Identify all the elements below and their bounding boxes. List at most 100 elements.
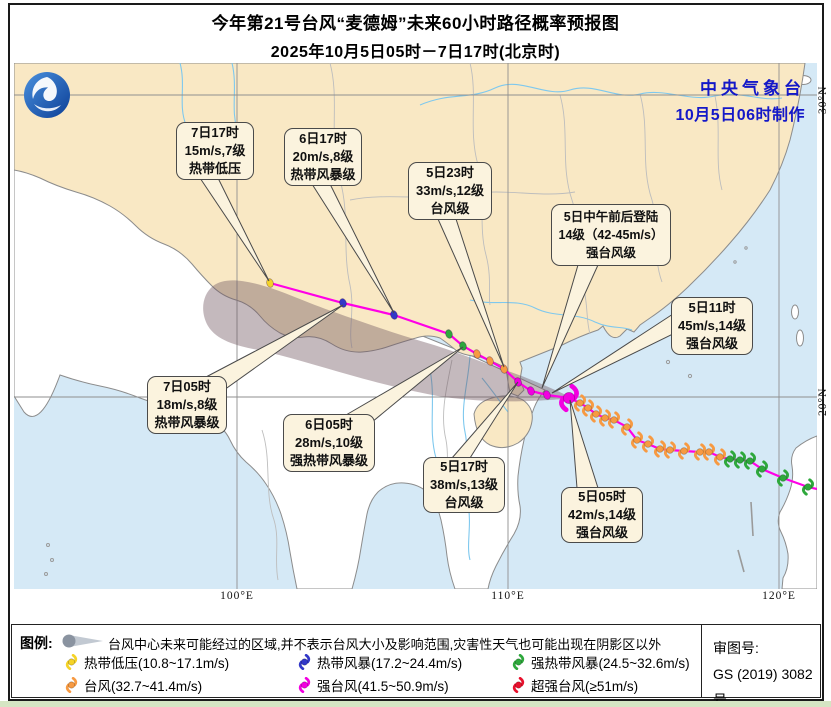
legend-item-ty: 台风(32.7~41.4m/s) xyxy=(64,675,202,695)
current-position xyxy=(559,383,579,413)
td-marker-icon xyxy=(65,654,78,670)
observed-point xyxy=(641,435,655,453)
observed-point xyxy=(663,441,677,459)
legend-item-suty: 超强台风(≥51m/s) xyxy=(511,675,638,695)
callout-fcst-7d05: 7日05时 18m/s,8级 热带风暴级 xyxy=(147,376,227,434)
suty-glyph xyxy=(512,677,525,693)
page-subtitle: 2025年10月5日05时－7日17时(北京时) xyxy=(270,44,561,61)
observed-point xyxy=(653,440,667,458)
sts-glyph xyxy=(512,654,525,670)
sea-dashes xyxy=(737,501,754,573)
callout-line: 20m/s,8级 xyxy=(292,149,354,164)
observed-point xyxy=(630,431,644,449)
legend-item-sts: 强热带风暴(24.5~32.6m/s) xyxy=(511,652,690,672)
callout-fcst-5d11: 5日11时 45m/s,14级 强台风级 xyxy=(671,297,753,355)
legend-item-td: 热带低压(10.8~17.1m/s) xyxy=(64,652,229,672)
approval-label: 审图号: xyxy=(713,640,759,656)
forecast-point xyxy=(473,349,481,359)
legend-item-ts: 热带风暴(17.2~24.4m/s) xyxy=(297,652,462,672)
ts-glyph xyxy=(298,654,311,670)
legend-divider xyxy=(701,625,702,697)
forecast-point xyxy=(445,329,453,339)
callout-fcst-6d17: 6日17时 20m/s,8级 热带风暴级 xyxy=(284,128,362,186)
callout-line: 6日17时 xyxy=(299,131,347,146)
callout-line: 热带风暴级 xyxy=(290,167,356,182)
map-approval-number: 审图号: GS (2019) 3082号 xyxy=(713,635,820,707)
observed-track-markers xyxy=(573,394,815,496)
callout-pointers xyxy=(199,177,674,489)
hainan-island xyxy=(473,395,533,449)
legend-item-label: 热带风暴(17.2~24.4m/s) xyxy=(317,656,463,671)
observed-point xyxy=(581,399,595,417)
callout-line: 38m/s,13级 xyxy=(430,477,498,492)
lat-label-20n: 20°N xyxy=(817,387,829,416)
legend-item-label: 热带低压(10.8~17.1m/s) xyxy=(84,656,230,671)
callout-landfall: 5日中午前后登陆 14级（42-45m/s） 强台风级 xyxy=(551,204,671,266)
callout-line: 强台风级 xyxy=(575,525,628,540)
legend-label: 图例: xyxy=(20,635,53,651)
observed-point xyxy=(598,409,612,427)
sty-marker-icon xyxy=(298,677,311,693)
current-position-marker xyxy=(559,383,579,413)
callout-line: 强热带风暴级 xyxy=(289,453,368,468)
forecast-point xyxy=(486,356,494,366)
callout-line: 7日05时 xyxy=(163,379,211,394)
legend-item-label: 台风(32.7~41.4m/s) xyxy=(84,679,203,694)
cma-logo-icon xyxy=(24,72,70,118)
callout-line: 6日05时 xyxy=(305,417,353,432)
callout-line: 台风级 xyxy=(430,201,470,216)
callout-line: 热带低压 xyxy=(188,161,241,176)
forecast-point xyxy=(266,278,274,288)
callout-line: 42m/s,14级 xyxy=(568,507,636,522)
observed-point xyxy=(573,394,587,412)
legend-item-label: 超强台风(≥51m/s) xyxy=(531,679,639,694)
callout-line: 7日17时 xyxy=(191,125,239,140)
lon-label-110e: 110°E xyxy=(491,590,525,602)
forecast-point xyxy=(339,298,347,308)
title-block: 今年第21号台风“麦德姆”未来60小时路径概率预报图 2025年10月5日05时… xyxy=(0,9,831,62)
callout-line: 强台风级 xyxy=(685,336,738,351)
observed-point xyxy=(801,478,815,496)
observed-point xyxy=(755,460,769,478)
suty-marker-icon xyxy=(512,677,525,693)
forecast-point xyxy=(543,390,551,400)
page-title: 今年第21号台风“麦德姆”未来60小时路径概率预报图 xyxy=(211,14,620,33)
forecast-point xyxy=(527,386,535,396)
callout-fcst-5d23: 5日23时 33m/s,12级 台风级 xyxy=(408,162,492,220)
observed-point xyxy=(693,443,707,461)
callout-fcst-5d17: 5日17时 38m/s,13级 台风级 xyxy=(423,457,505,513)
callout-line: 14级（42-45m/s） xyxy=(558,228,664,242)
sty-glyph xyxy=(298,677,311,693)
lat-label-30n: 30°N xyxy=(817,85,829,114)
td-glyph xyxy=(65,654,78,670)
ts-marker-icon xyxy=(298,654,311,670)
callout-fcst-5d05: 5日05时 42m/s,14级 强台风级 xyxy=(561,487,643,543)
callout-fcst-6d05: 6日05时 28m/s,10级 强热带风暴级 xyxy=(283,414,375,472)
legend-item-label: 强台风(41.5~50.9m/s) xyxy=(317,679,449,694)
callout-line: 热带风暴级 xyxy=(154,415,220,430)
observed-point xyxy=(733,451,747,469)
callout-fcst-7d17: 7日17时 15m/s,7级 热带低压 xyxy=(176,122,254,180)
callout-line: 5日23时 xyxy=(426,165,474,180)
sts-marker-icon xyxy=(512,654,525,670)
observed-point xyxy=(723,450,737,468)
observed-point xyxy=(607,411,621,429)
observed-point xyxy=(702,443,716,461)
track-line xyxy=(568,396,817,491)
agency-name: 中央气象台 xyxy=(700,79,805,98)
agency-issued-time: 10月5日06时制作 xyxy=(675,107,805,124)
callout-line: 5日05时 xyxy=(578,489,626,504)
callout-line: 台风级 xyxy=(444,495,484,510)
callout-line: 15m/s,7级 xyxy=(184,143,246,158)
legend-item-sty: 强台风(41.5~50.9m/s) xyxy=(297,675,449,695)
forecast-probability-cone xyxy=(203,280,572,402)
observed-point xyxy=(776,469,790,487)
cone-icon xyxy=(62,634,103,648)
ty-marker-icon xyxy=(65,677,78,693)
lon-label-120e: 120°E xyxy=(762,590,796,602)
callout-line: 5日11时 xyxy=(688,300,736,315)
cone-description: 台风中心未来可能经过的区域,并不表示台风大小及影响范围,灾害性天气也可能出现在阴… xyxy=(108,637,662,652)
observed-point xyxy=(620,418,634,436)
callout-line: 5日17时 xyxy=(440,459,488,474)
observed-point xyxy=(677,442,691,460)
